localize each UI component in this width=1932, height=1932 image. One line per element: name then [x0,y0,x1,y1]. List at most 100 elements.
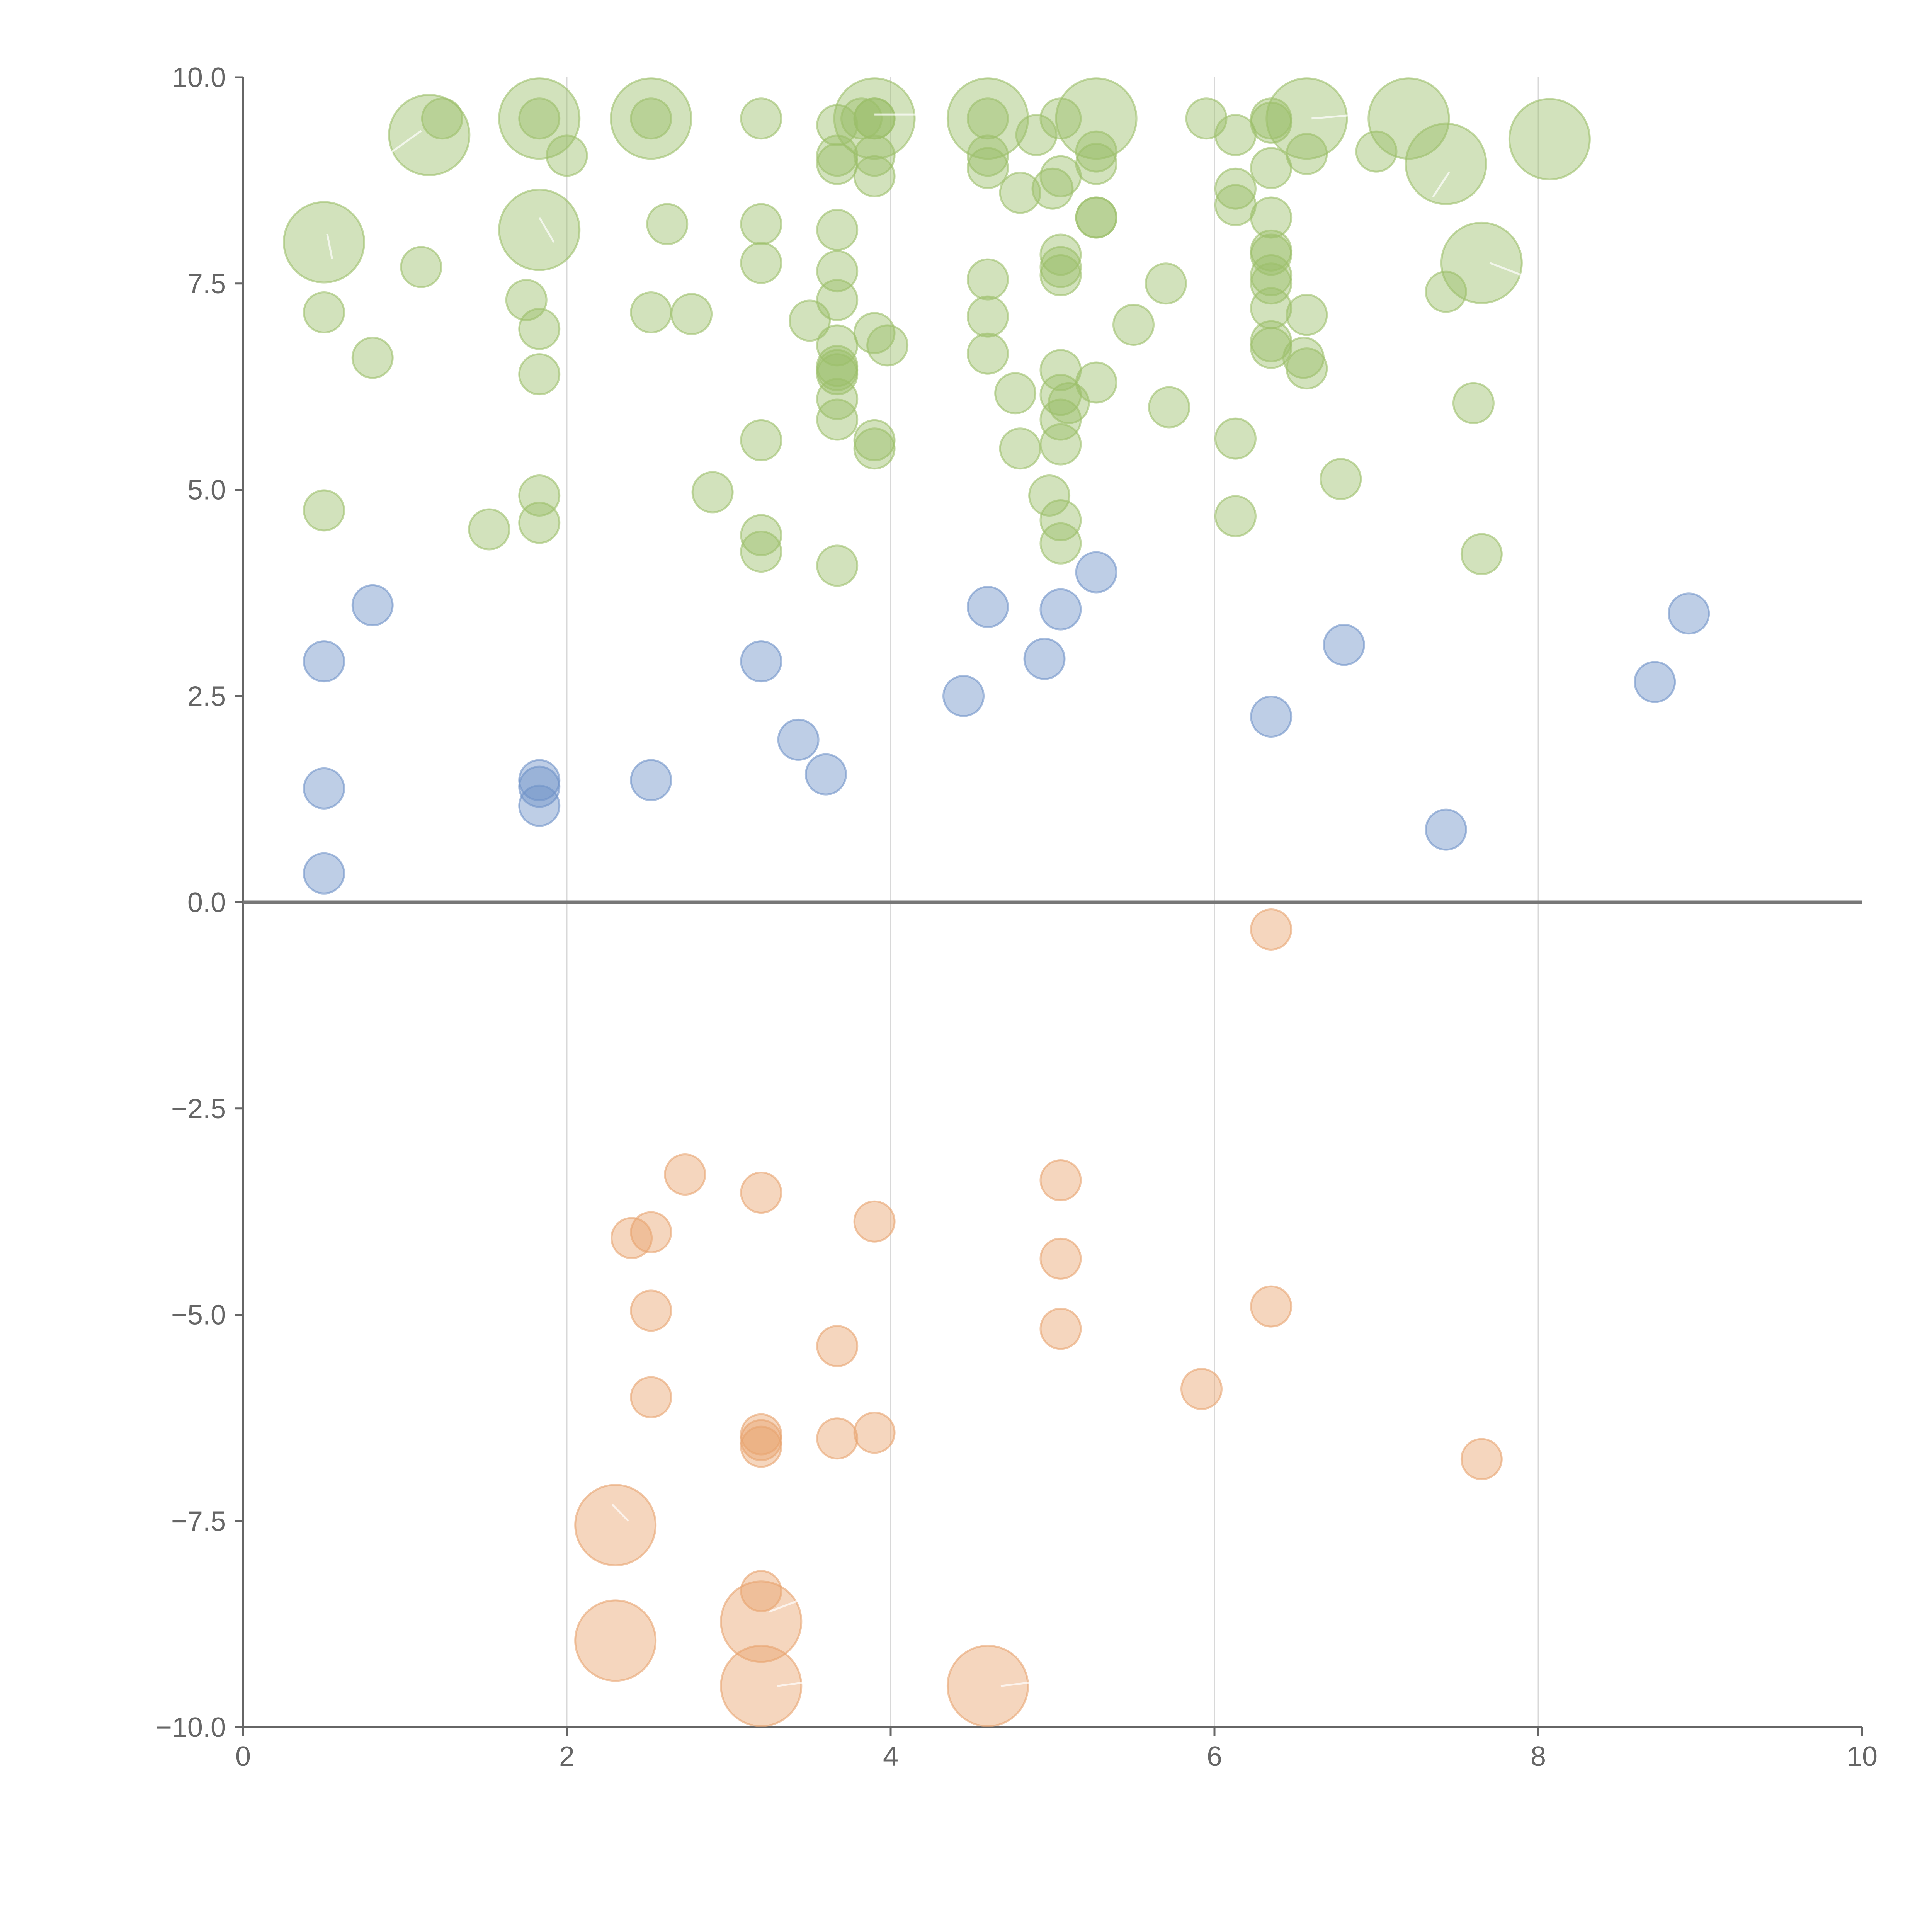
green-bubble [966,134,1009,177]
green-bubble [505,279,548,321]
green-bubble [1039,522,1082,565]
green-bubble [1250,101,1293,144]
y-tick-label: 7.5 [187,269,226,299]
green-bubble [816,250,859,293]
label-leader-line [611,1503,629,1522]
green-bubble [646,203,689,245]
green-bubble [1405,122,1487,205]
green-bubble [1214,495,1257,537]
green-bubble [1075,143,1117,185]
label-leader-line [538,217,555,243]
green-bubble [966,147,1009,189]
label-leader-line [777,1681,810,1687]
orange-bubble [1460,1438,1503,1480]
orange-bubble [1039,1237,1082,1280]
label-overlay-layer [243,113,1862,1687]
blue-bubble [518,784,561,827]
green-bubble [400,246,442,288]
green-bubble [833,77,916,160]
green-bubble [518,308,561,350]
blue-bubble [1039,588,1082,631]
blue-bubble [966,586,1009,628]
green-bubble [1440,221,1523,304]
green-bubble [816,544,859,587]
green-bubble [1460,533,1503,575]
green-bubble [740,419,782,461]
green-bubble [546,134,588,177]
green-bubble [740,514,782,556]
orange-bubble [574,1599,657,1682]
orange-bubble [946,1645,1029,1727]
green-bubble [351,337,394,379]
orange-bubble [853,1412,896,1454]
green-bubble [691,471,734,514]
bubble-layer [283,77,1710,1727]
green-bubble [1286,133,1328,175]
green-bubble [966,332,1009,375]
green-bubble [816,353,859,396]
blue-bubble [630,759,672,801]
green-bubble [1250,147,1293,189]
green-bubble [816,398,859,441]
green-bubble [1250,327,1293,369]
green-bubble [1039,398,1082,441]
green-bubble [1039,155,1082,197]
green-bubble [1145,262,1187,305]
orange-bubble [720,1645,803,1727]
green-bubble [1214,114,1257,156]
green-bubble [468,508,510,551]
blue-bubble [303,767,345,810]
green-bubble [630,97,672,140]
blue-bubble [1323,624,1365,666]
green-bubble [1039,499,1082,541]
green-bubble [1286,347,1328,390]
x-tick-label: 8 [1531,1741,1546,1772]
blue-bubble [804,753,847,796]
green-bubble [303,291,345,333]
green-bubble [853,97,896,140]
green-bubble [670,293,713,335]
green-bubble [999,172,1041,214]
green-bubble [1250,196,1293,239]
orange-bubble [1250,1285,1293,1328]
blue-bubble [1023,638,1066,680]
green-bubble [610,77,692,160]
green-bubble [518,353,561,396]
orange-bubble [1250,908,1293,951]
label-leader-line [380,130,422,161]
label-leader-line [1311,113,1361,120]
green-bubble [1286,294,1328,336]
green-bubble [740,242,782,284]
green-bubble [966,97,1009,140]
green-bubble [840,97,883,140]
x-tick-label: 4 [883,1741,898,1772]
label-leader-line [769,1598,802,1613]
green-bubble [740,531,782,573]
orange-bubble [1180,1368,1223,1410]
green-bubble [1214,184,1257,226]
green-bubble [1039,254,1082,296]
green-bubble [1250,262,1293,305]
blue-bubble [1075,551,1117,594]
orange-bubble [1039,1308,1082,1350]
green-bubble [518,97,561,140]
y-tick-label: −5.0 [171,1300,226,1331]
green-bubble [1265,77,1348,160]
green-bubble [283,201,365,284]
blue-bubble [1634,661,1676,703]
orange-bubble [630,1211,672,1253]
x-tick-label: 10 [1847,1741,1878,1772]
green-bubble [1214,417,1257,460]
green-bubble [1039,423,1082,466]
green-bubble [1015,114,1058,156]
x-tick-label: 0 [235,1741,251,1772]
green-bubble [1055,77,1138,160]
green-bubble [1148,386,1190,429]
green-bubble [421,97,463,140]
y-tick-label: 0.0 [187,887,226,918]
label-leader-line [326,234,333,259]
y-tick-label: −2.5 [171,1094,226,1124]
green-bubble [1452,382,1495,424]
